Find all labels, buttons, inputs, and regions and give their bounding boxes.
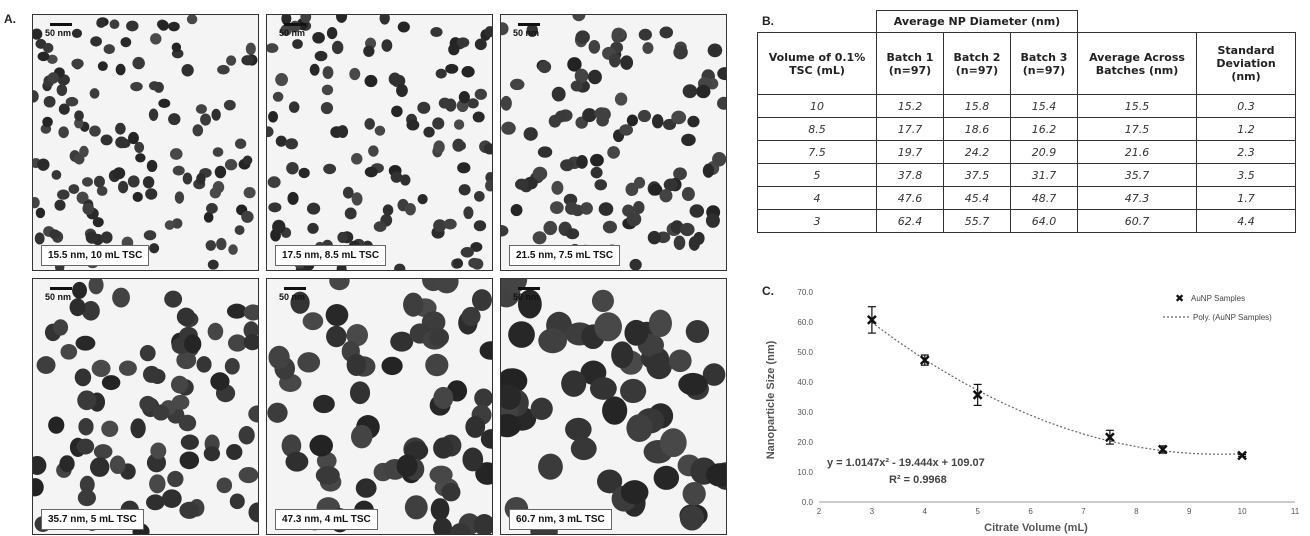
particle-cluster bbox=[267, 279, 492, 534]
x-tick-label: 10 bbox=[1238, 507, 1247, 516]
y-tick-label: 40.0 bbox=[797, 378, 813, 387]
x-tick-label: 5 bbox=[975, 507, 980, 516]
x-tick-label: 9 bbox=[1187, 507, 1192, 516]
scale-bar: 50 nm bbox=[513, 23, 540, 38]
scale-bar: 50 nm bbox=[45, 23, 72, 38]
tem-caption: 60.7 nm, 3 mL TSC bbox=[509, 509, 612, 530]
y-tick-label: 60.0 bbox=[797, 318, 813, 327]
header-volume: Volume of 0.1% TSC (mL) bbox=[758, 33, 877, 95]
tem-image-6: 50 nm 60.7 nm, 3 mL TSC bbox=[500, 278, 727, 535]
tem-caption: 21.5 nm, 7.5 mL TSC bbox=[509, 245, 620, 266]
table-row: 3 62.4 55.7 64.0 60.7 4.4 bbox=[758, 210, 1296, 233]
table-row: 7.5 19.7 24.2 20.9 21.6 2.3 bbox=[758, 141, 1296, 164]
trendline bbox=[872, 322, 1242, 454]
y-tick-label: 0.0 bbox=[802, 498, 814, 507]
particle-cluster bbox=[501, 15, 726, 270]
x-tick-label: 7 bbox=[1081, 507, 1086, 516]
tem-image-2: 50 nm 17.5 nm, 8.5 mL TSC bbox=[266, 14, 493, 271]
x-tick-label: 8 bbox=[1134, 507, 1139, 516]
header-batch3: Batch 3 (n=97) bbox=[1011, 33, 1078, 95]
legend-marker-icon: ✖ bbox=[1175, 292, 1184, 305]
y-tick-label: 10.0 bbox=[797, 468, 813, 477]
header-batch1: Batch 1 (n=97) bbox=[877, 33, 944, 95]
x-tick-label: 2 bbox=[817, 507, 822, 516]
y-tick-label: 70.0 bbox=[797, 288, 813, 297]
particle-cluster bbox=[33, 15, 258, 270]
header-average: Average Across Batches (nm) bbox=[1078, 33, 1197, 95]
y-tick-label: 50.0 bbox=[797, 348, 813, 357]
x-axis-title: Citrate Volume (mL) bbox=[984, 522, 1088, 534]
particle-cluster bbox=[267, 15, 492, 270]
x-tick-label: 3 bbox=[870, 507, 875, 516]
equation-label: y = 1.0147x² - 19.444x + 109.07 bbox=[827, 457, 985, 469]
legend-trend-label: Poly. (AuNP Samples) bbox=[1193, 313, 1272, 322]
y-tick-label: 20.0 bbox=[797, 438, 813, 447]
particle-cluster bbox=[501, 279, 726, 534]
r2-label: R² = 0.9968 bbox=[889, 474, 947, 486]
tem-caption: 15.5 nm, 10 mL TSC bbox=[41, 245, 149, 266]
table-row: 8.5 17.7 18.6 16.2 17.5 1.2 bbox=[758, 118, 1296, 141]
tem-caption: 35.7 nm, 5 mL TSC bbox=[41, 509, 144, 530]
group-header: Average NP Diameter (nm) bbox=[877, 11, 1078, 33]
y-axis-title: Nanoparticle Size (nm) bbox=[765, 340, 777, 459]
header-std: Standard Deviation (nm) bbox=[1197, 33, 1296, 95]
scale-bar: 50 nm bbox=[279, 287, 306, 302]
scale-bar: 50 nm bbox=[279, 23, 306, 38]
tem-caption: 47.3 nm, 4 mL TSC bbox=[275, 509, 378, 530]
x-tick-label: 11 bbox=[1291, 507, 1300, 516]
legend-series-label: AuNP Samples bbox=[1191, 294, 1245, 303]
tem-caption: 17.5 nm, 8.5 mL TSC bbox=[275, 245, 386, 266]
np-diameter-table: Average NP Diameter (nm) Volume of 0.1% … bbox=[757, 10, 1296, 233]
table-row: 10 15.2 15.8 15.4 15.5 0.3 bbox=[758, 95, 1296, 118]
tem-image-1: 50 nm 15.5 nm, 10 mL TSC bbox=[32, 14, 259, 271]
x-tick-label: 4 bbox=[923, 507, 928, 516]
tem-image-3: 50 nm 21.5 nm, 7.5 mL TSC bbox=[500, 14, 727, 271]
table-row: 4 47.6 45.4 48.7 47.3 1.7 bbox=[758, 187, 1296, 210]
particle-cluster bbox=[33, 279, 258, 534]
legend: ✖ AuNP Samples Poly. (AuNP Samples) bbox=[1163, 292, 1272, 322]
x-tick-label: 6 bbox=[1028, 507, 1033, 516]
data-point bbox=[1238, 452, 1246, 460]
size-vs-citrate-chart: 2 3 4 5 6 7 8 9 10 11 0.0 10.0 20.0 30.0 40.0 50.0 60.0 7… bbox=[757, 280, 1307, 534]
header-batch2: Batch 2 (n=97) bbox=[944, 33, 1011, 95]
table-row: 5 37.8 37.5 31.7 35.7 3.5 bbox=[758, 164, 1296, 187]
panel-label-a: A. bbox=[4, 12, 16, 26]
y-tick-label: 30.0 bbox=[797, 408, 813, 417]
tem-image-5: 50 nm 47.3 nm, 4 mL TSC bbox=[266, 278, 493, 535]
tem-image-4: 50 nm 35.7 nm, 5 mL TSC bbox=[32, 278, 259, 535]
scale-bar: 50 nm bbox=[513, 287, 540, 302]
scale-bar: 50 nm bbox=[45, 287, 72, 302]
